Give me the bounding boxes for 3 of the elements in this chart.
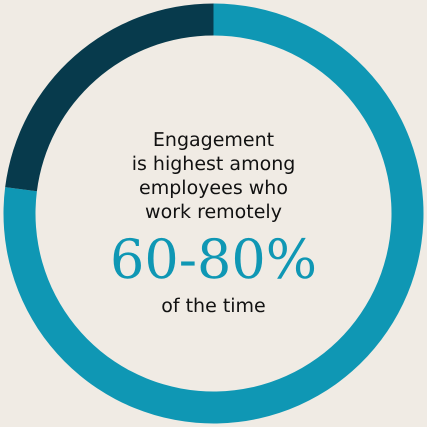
text: Engagement is highest among employees who work remotely: [132, 129, 296, 223]
text: 60-80%: [110, 228, 317, 291]
text: of the time: [161, 295, 266, 317]
